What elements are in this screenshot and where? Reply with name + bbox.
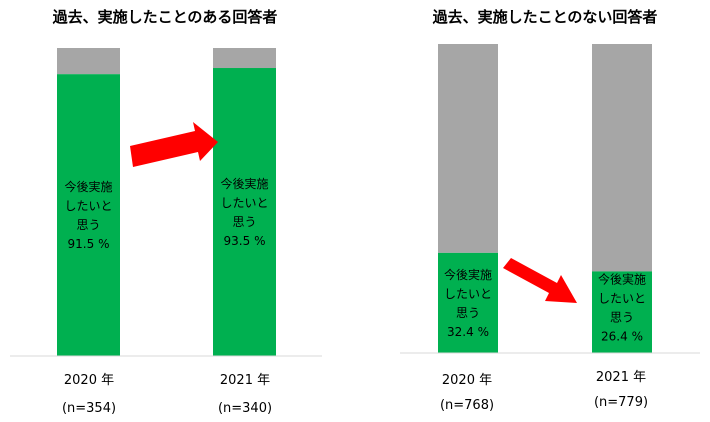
bar-left-2021-other [213,48,276,69]
chart-right-sample-2020: (n=768) [440,398,494,413]
bar-right-2021-intend [592,271,652,353]
bar-label-right-2021-line2: したいと [598,291,646,305]
chart-left-sample-2021: (n=340) [218,401,272,416]
bar-label-right-2020-line1: 今後実施 [444,267,492,282]
chart-left: 過去、実施したことのある回答者 2020 年 (n=354) 2021 年 (n… [10,8,322,416]
chart-left-category-2020: 2020 年 [64,373,114,388]
trend-arrow-left [130,122,218,167]
bar-label-left-2021-line2: したいと [220,196,268,210]
bar-label-left-2020-line1: 今後実施 [64,179,112,194]
bar-label-left-2021-line4: 93.5 % [224,234,266,248]
bar-label-right-2020-line2: したいと [444,287,492,301]
chart-right-sample-2021: (n=779) [594,395,648,410]
bar-left-2021-intend [213,68,276,357]
chart-left-category-2021: 2021 年 [220,373,270,388]
bar-label-left-2020-line3: 思う [76,218,100,232]
bar-left-2020-intend [57,74,120,357]
chart-right-title: 過去、実施したことのない回答者 [432,8,658,26]
bar-label-left-2021-line1: 今後実施 [220,176,268,191]
bar-left-2020-other [57,48,120,75]
bar-label-right-2021-line1: 今後実施 [598,271,646,286]
bar-label-right-2020-line4: 32.4 % [447,325,489,339]
bar-right-2020-other [438,44,498,253]
chart-left-title: 過去、実施したことのある回答者 [52,8,278,26]
bar-label-left-2021-line3: 思う [232,215,256,229]
chart-right: 過去、実施したことのない回答者 2020 年 (n=768) 2021 年 (n… [400,8,700,413]
bar-label-right-2020-line3: 思う [456,306,480,320]
chart-left-sample-2020: (n=354) [62,401,116,416]
bar-label-left-2020-line4: 91.5 % [68,237,110,251]
bar-label-right-2021-line3: 思う [610,310,634,324]
chart-right-category-2021: 2021 年 [596,370,646,385]
bar-label-right-2021-line4: 26.4 % [601,329,643,343]
trend-arrow-right [503,258,577,303]
bar-right-2020-intend [438,252,498,353]
chart-right-category-2020: 2020 年 [442,373,492,388]
bar-label-left-2020-line2: したいと [64,199,112,213]
bar-right-2021-other [592,44,652,272]
